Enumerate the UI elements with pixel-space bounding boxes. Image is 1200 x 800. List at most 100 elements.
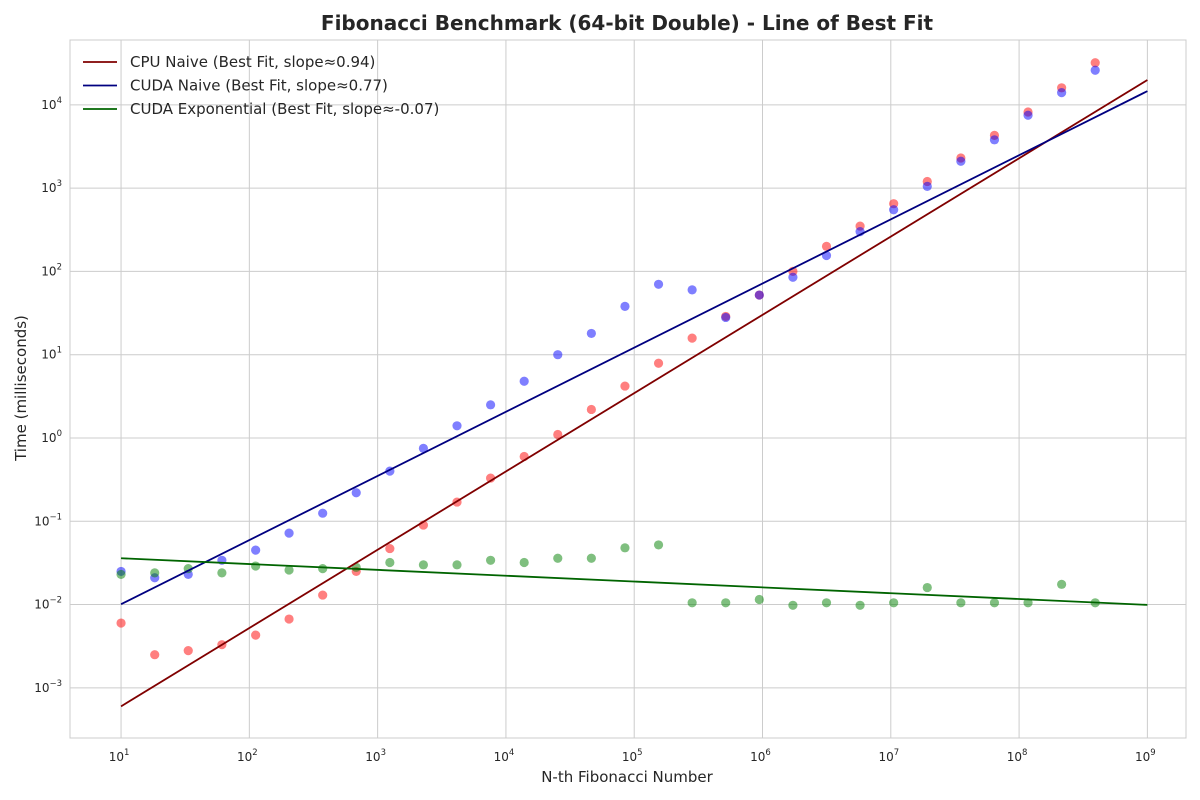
data-point	[1090, 58, 1100, 68]
y-axis-label: Time (milliseconds)	[12, 315, 30, 462]
data-point	[351, 488, 361, 498]
y-tick-label-exponent: 4	[57, 96, 62, 106]
data-point	[653, 279, 664, 289]
data-point	[956, 156, 966, 166]
data-point	[620, 301, 630, 311]
grid	[70, 40, 1186, 738]
y-tick-label-base: 10	[34, 514, 49, 528]
y-tick-label-exponent: 2	[57, 262, 62, 272]
plot-frame	[69, 39, 1187, 739]
data-point	[553, 350, 563, 360]
data-point	[485, 400, 496, 410]
legend-entry-label: CPU Naive (Best Fit, slope≈0.94)	[130, 53, 375, 71]
x-tick-label-base: 10	[365, 750, 380, 764]
data-point	[251, 561, 261, 571]
x-tick-label-base: 10	[1007, 750, 1022, 764]
data-point	[553, 429, 563, 440]
fit-lines	[120, 79, 1148, 708]
x-tick-label-base: 10	[878, 750, 893, 764]
x-tick-label: 102	[237, 748, 258, 764]
x-tick-label: 104	[494, 748, 515, 764]
ticks: 101 102 103 104 105 106 107 108 10910−310−210−11…	[34, 96, 1156, 764]
data-point	[754, 594, 764, 605]
legend-entry-label: CUDA Naive (Best Fit, slope≈0.77)	[130, 77, 388, 95]
x-tick-label: 101	[109, 748, 130, 764]
data-point	[251, 630, 261, 640]
data-point	[217, 568, 227, 578]
data-point	[687, 598, 697, 608]
x-tick-label-exponent: 3	[381, 748, 386, 758]
data-point	[821, 598, 832, 608]
x-tick-label-exponent: 8	[1022, 748, 1027, 758]
x-tick-label-exponent: 4	[509, 748, 514, 758]
data-point	[1057, 579, 1067, 589]
y-tick-label: 10−1	[34, 512, 62, 528]
y-tick-label-exponent: 0	[57, 429, 62, 439]
x-tick-label-exponent: 1	[124, 748, 129, 758]
y-tick-label: 102	[41, 262, 62, 278]
data-point	[284, 614, 294, 624]
legend: CPU Naive (Best Fit, slope≈0.94) CUDA Nai…	[83, 53, 439, 118]
data-point	[989, 598, 1000, 608]
data-point	[318, 590, 328, 600]
x-tick-label: 106	[750, 748, 771, 764]
series-points-2	[116, 540, 1100, 610]
data-point	[754, 290, 764, 300]
data-point	[452, 421, 462, 431]
data-point	[586, 404, 596, 415]
data-point	[385, 543, 395, 554]
legend-entry-label: CUDA Exponential (Best Fit, slope≈-0.07)	[130, 100, 439, 118]
data-point	[889, 205, 899, 215]
y-tick-label: 10−3	[34, 679, 62, 695]
x-tick-label-base: 10	[109, 750, 124, 764]
data-point	[788, 272, 798, 282]
y-tick-label-base: 10	[41, 98, 56, 112]
data-point	[653, 358, 664, 368]
x-tick-label-exponent: 2	[252, 748, 257, 758]
data-point	[418, 560, 429, 570]
data-point	[721, 598, 731, 608]
data-point	[922, 181, 932, 191]
y-tick-label-base: 10	[41, 181, 56, 195]
data-point	[519, 376, 529, 386]
y-tick-label: 103	[41, 179, 62, 195]
data-point	[889, 598, 899, 608]
y-tick-label: 100	[41, 429, 62, 445]
data-point	[116, 569, 126, 580]
data-point	[687, 285, 697, 295]
y-tick-label-exponent: −2	[49, 596, 62, 606]
data-point	[318, 564, 328, 574]
data-point	[284, 528, 294, 538]
data-point	[251, 545, 261, 555]
x-tick-label-base: 10	[237, 750, 252, 764]
data-point	[1023, 110, 1033, 120]
data-point	[620, 381, 630, 391]
x-tick-label-exponent: 7	[894, 748, 899, 758]
data-point	[519, 557, 529, 568]
y-tick-label-base: 10	[34, 598, 49, 612]
x-tick-label: 103	[365, 748, 386, 764]
data-point	[586, 328, 596, 339]
x-tick-label-base: 10	[494, 750, 509, 764]
y-tick-label-exponent: −3	[49, 679, 62, 689]
data-point	[418, 443, 429, 453]
x-tick-label: 108	[1007, 748, 1028, 764]
data-point	[284, 565, 294, 575]
data-point	[485, 555, 496, 565]
chart-title: Fibonacci Benchmark (64-bit Double) - Li…	[321, 11, 934, 35]
data-point	[653, 540, 664, 550]
data-point	[620, 543, 630, 553]
x-tick-label-base: 10	[1135, 750, 1150, 764]
data-point	[385, 557, 395, 568]
data-point	[183, 646, 193, 656]
x-tick-label-exponent: 6	[765, 748, 770, 758]
data-point	[150, 568, 160, 578]
fit-line-0	[120, 79, 1148, 708]
data-point	[821, 241, 832, 251]
y-tick-label-exponent: −1	[49, 512, 62, 522]
y-tick-label: 101	[41, 346, 62, 362]
y-tick-label-base: 10	[41, 348, 56, 362]
data-point	[553, 553, 563, 563]
x-tick-label: 109	[1135, 748, 1156, 764]
